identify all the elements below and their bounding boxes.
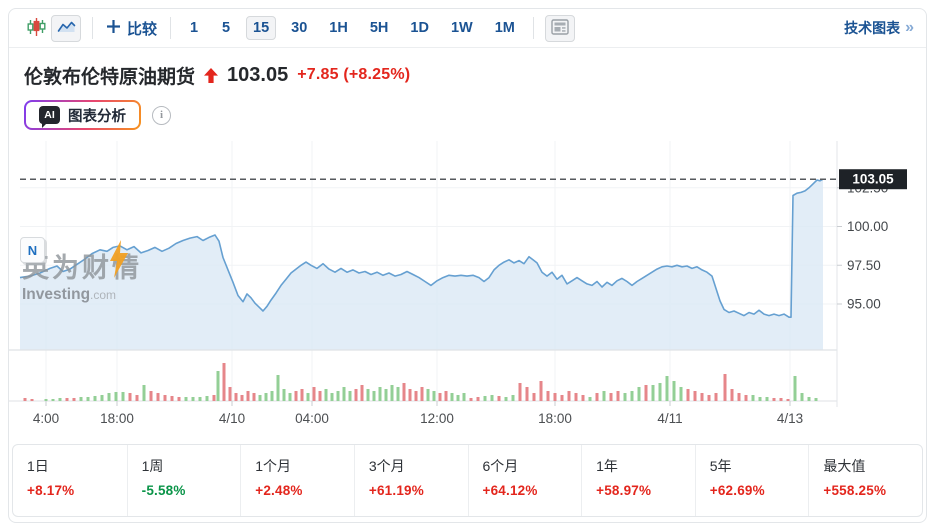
- interval-1W[interactable]: 1W: [444, 16, 480, 40]
- perf-cell-1周: 1周 -5.58%: [126, 445, 241, 516]
- interval-1H[interactable]: 1H: [322, 16, 355, 40]
- arrow-up-icon: [204, 67, 219, 83]
- interval-15[interactable]: 15: [246, 16, 277, 40]
- interval-30[interactable]: 30: [284, 16, 314, 40]
- price-change: +7.85 (+8.25%): [297, 66, 411, 83]
- svg-text:4/10: 4/10: [219, 411, 245, 426]
- perf-period-label: 1日: [27, 458, 49, 474]
- perf-period-label: 6个月: [482, 458, 519, 474]
- perf-cell-1个月: 1个月 +2.48%: [240, 445, 354, 516]
- compare-button[interactable]: 比较: [104, 18, 159, 39]
- volume-bars: [23, 363, 818, 401]
- compare-label: 比较: [127, 20, 158, 38]
- technical-chart-link[interactable]: 技术图表 »: [844, 18, 914, 38]
- ai-chart-analysis-button[interactable]: AI 图表分析: [24, 100, 141, 130]
- x-axis-labels: 4:00 18:00 4/10 04:00 12:00 18:00 4/11 4/13: [33, 401, 803, 426]
- svg-text:4/13: 4/13: [777, 411, 803, 426]
- interval-1M[interactable]: 1M: [488, 16, 522, 40]
- chart-widget: 比较 1 5 15 30 1H 5H 1D 1W 1M 技术图表 » 伦敦布伦特原油期货: [8, 8, 927, 523]
- ai-badge-icon: AI: [39, 106, 60, 128]
- interval-selector: 1 5 15 30 1H 5H 1D 1W 1M: [182, 16, 522, 40]
- perf-period-label: 1周: [141, 458, 164, 474]
- instrument-header: 伦敦布伦特原油期货 103.05 +7.85 (+8.25%): [24, 61, 926, 89]
- ai-analysis-label: 图表分析: [68, 108, 126, 125]
- interval-5[interactable]: 5: [214, 16, 238, 40]
- plus-icon: [106, 19, 121, 38]
- perf-cell-1日: 1日 +8.17%: [13, 445, 127, 516]
- svg-text:04:00: 04:00: [295, 411, 329, 426]
- perf-period-value: +64.12%: [482, 483, 538, 498]
- perf-period-value: +61.19%: [368, 483, 424, 498]
- news-view-button[interactable]: [544, 14, 575, 42]
- svg-text:4:00: 4:00: [33, 411, 59, 426]
- chart-toolbar: 比较 1 5 15 30 1H 5H 1D 1W 1M 技术图表 »: [9, 9, 926, 48]
- perf-period-value: +558.25%: [823, 483, 887, 498]
- perf-cell-3个月: 3个月 +61.19%: [353, 445, 468, 516]
- perf-cell-6个月: 6个月 +64.12%: [467, 445, 582, 516]
- perf-period-value: +2.48%: [255, 483, 303, 498]
- candlestick-chart-button[interactable]: [21, 15, 51, 42]
- svg-text:12:00: 12:00: [420, 411, 454, 426]
- candlestick-icon: [27, 17, 46, 40]
- svg-text:103.05: 103.05: [852, 172, 894, 187]
- price-line: [19, 178, 824, 318]
- perf-period-value: +8.17%: [27, 483, 75, 498]
- interval-1D[interactable]: 1D: [403, 16, 436, 40]
- interval-1[interactable]: 1: [182, 16, 206, 40]
- price-volume-chart: 102.50100.0097.5095.004:0018:004/1004:00…: [9, 141, 907, 426]
- svg-text:97.50: 97.50: [847, 258, 881, 273]
- toolbar-divider: [532, 17, 534, 39]
- svg-text:18:00: 18:00: [538, 411, 572, 426]
- svg-text:4/11: 4/11: [657, 411, 682, 426]
- news-marker[interactable]: N: [20, 237, 45, 263]
- instrument-title: 伦敦布伦特原油期货: [24, 66, 196, 88]
- perf-period-label: 最大值: [823, 458, 866, 474]
- perf-period-label: 1个月: [255, 458, 292, 474]
- news-layout-icon: [551, 18, 569, 38]
- perf-cell-5年: 5年 +62.69%: [694, 445, 809, 516]
- price-area: [20, 179, 823, 350]
- line-area-chart-icon: [57, 19, 76, 37]
- svg-text:100.00: 100.00: [847, 219, 888, 234]
- perf-period-value: +58.97%: [596, 483, 652, 498]
- perf-cell-最大值: 最大值 +558.25%: [808, 445, 922, 516]
- last-price-badge: 103.05: [839, 169, 907, 190]
- perf-cell-1年: 1年 +58.97%: [581, 445, 695, 516]
- last-price: 103.05: [227, 63, 289, 86]
- perf-period-label: 5年: [709, 458, 732, 474]
- info-icon[interactable]: i: [152, 105, 171, 125]
- ai-analysis-row: AI 图表分析 i: [24, 100, 926, 130]
- perf-period-label: 1年: [596, 458, 618, 474]
- chart-area[interactable]: 102.50100.0097.5095.004:0018:004/1004:00…: [9, 141, 926, 431]
- double-chevron-right-icon: »: [905, 19, 914, 36]
- line-chart-button[interactable]: [51, 14, 81, 42]
- interval-5H[interactable]: 5H: [363, 16, 396, 40]
- toolbar-divider: [92, 17, 93, 39]
- performance-table: 1日 +8.17% 1周 -5.58% 1个月 +2.48% 3个月 +61.19% 6个月 +6…: [12, 444, 923, 517]
- perf-period-value: +62.69%: [709, 483, 765, 498]
- technical-chart-label: 技术图表: [844, 20, 901, 36]
- perf-period-label: 3个月: [368, 458, 405, 474]
- svg-text:18:00: 18:00: [100, 411, 134, 426]
- perf-period-value: -5.58%: [141, 483, 186, 498]
- svg-text:95.00: 95.00: [847, 297, 881, 312]
- toolbar-divider: [170, 17, 172, 39]
